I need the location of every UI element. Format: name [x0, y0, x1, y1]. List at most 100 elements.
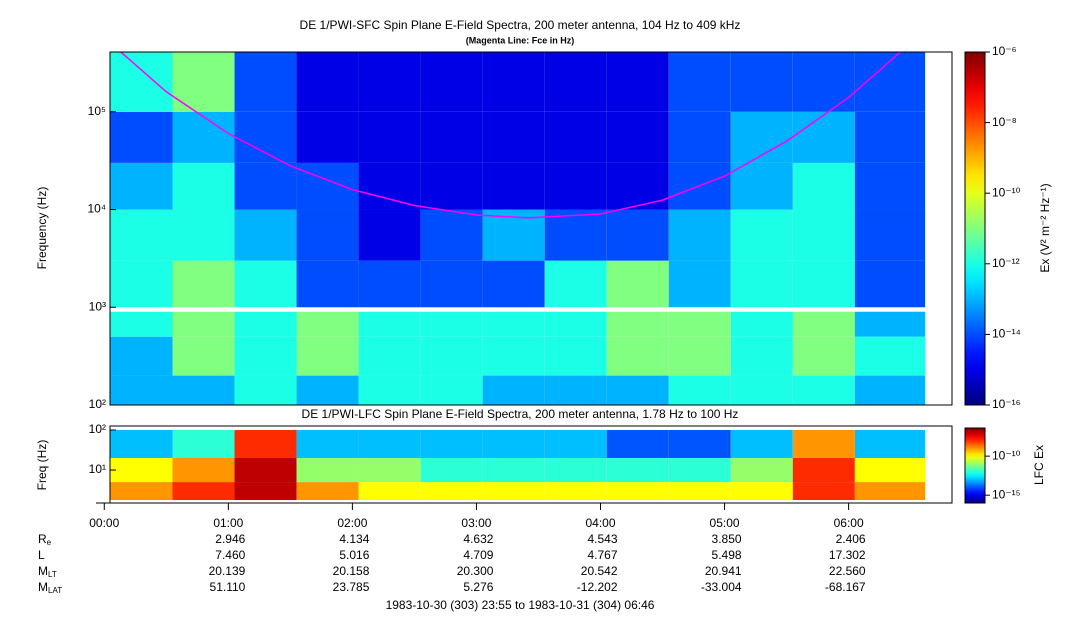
heatmap-cell [668, 209, 731, 261]
heatmap-cell [854, 457, 926, 483]
heatmap-cell [358, 375, 421, 405]
heatmap-cell [482, 111, 545, 163]
row-label: M [38, 564, 48, 578]
heatmap-cell [544, 111, 607, 163]
heatmap-cell [606, 311, 669, 337]
heatmap-cell [482, 162, 545, 210]
colorbar-tick-label: 10⁻⁸ [992, 115, 1017, 129]
heatmap-cell [482, 311, 545, 337]
heatmap-cell [606, 430, 669, 458]
heatmap-cell [792, 311, 855, 337]
heatmap-cell [358, 52, 421, 112]
ephemeris-value: 5.276 [463, 580, 493, 594]
heatmap-cell [420, 336, 483, 376]
heatmap-cell [544, 311, 607, 337]
heatmap-cell [172, 375, 235, 405]
ephemeris-value: 17.302 [829, 548, 866, 562]
ephemeris-value: 51.110 [210, 580, 246, 594]
ephemeris-label: L [38, 548, 45, 562]
heatmap-cell [668, 52, 731, 112]
y-tick-label: 10² [89, 422, 106, 436]
heatmap-cell [420, 162, 483, 210]
y-tick-label: 10² [89, 397, 106, 411]
heatmap-cell [234, 482, 297, 501]
y-tick-label: 10⁵ [88, 104, 106, 118]
heatmap-cell [172, 209, 235, 261]
ephemeris-value: 2.406 [836, 532, 866, 546]
heatmap-cell [730, 52, 793, 112]
ephemeris-value: 4.709 [463, 548, 493, 562]
y-axis-label: Frequency (Hz) [35, 187, 49, 270]
heatmap-cell [606, 260, 669, 308]
heatmap-cell [234, 209, 297, 261]
heatmap-cell [730, 209, 793, 261]
heatmap-cell [854, 482, 926, 501]
y-tick-label: 10³ [89, 299, 106, 313]
y-axis-label: Freq (Hz) [35, 440, 49, 491]
ephemeris-value: 4.632 [463, 532, 493, 546]
heatmap-cell [668, 336, 731, 376]
heatmap-cell [358, 482, 421, 501]
heatmap-cell [420, 260, 483, 308]
heatmap-cell [234, 375, 297, 405]
heatmap-cell [420, 482, 483, 501]
heatmap-cell [420, 111, 483, 163]
heatmap-cell [792, 430, 855, 458]
heatmap-cell [358, 111, 421, 163]
heatmap-cell [358, 260, 421, 308]
x-tick-label: 04:00 [585, 516, 615, 530]
heatmap-cell [234, 260, 297, 308]
heatmap-cell [544, 457, 607, 483]
heatmap-cell [606, 52, 669, 112]
heatmap-cell [296, 162, 359, 210]
heatmap-cell [110, 336, 173, 376]
heatmap-cell [606, 336, 669, 376]
heatmap-cell [172, 311, 235, 337]
heatmap-cell [296, 482, 359, 501]
heatmap-cell [358, 336, 421, 376]
heatmap-cell [668, 375, 731, 405]
heatmap-cell [730, 336, 793, 376]
ephemeris-value: -68.167 [825, 580, 866, 594]
heatmap-cell [730, 311, 793, 337]
heatmap-cell [482, 52, 545, 112]
heatmap-cell [792, 336, 855, 376]
row-label: M [38, 580, 48, 594]
colorbar-tick-label: 10⁻¹⁴ [992, 327, 1021, 341]
heatmap-cell [110, 52, 173, 112]
colorbar-tick-label: 10⁻⁶ [992, 44, 1017, 58]
heatmap-cell [296, 430, 359, 458]
y-tick-label: 10¹ [89, 462, 106, 476]
ephemeris-value: 20.139 [209, 564, 246, 578]
heatmap-cell [420, 209, 483, 261]
heatmap-cell [358, 311, 421, 337]
heatmap-cell [358, 457, 421, 483]
heatmap-cell [296, 457, 359, 483]
x-tick-label: 03:00 [461, 516, 491, 530]
plot-frame [109, 51, 953, 406]
ephemeris-label: MLAT [38, 580, 62, 595]
heatmap-cell [482, 375, 545, 405]
heatmap-cell [110, 162, 173, 210]
heatmap-cell [730, 162, 793, 210]
heatmap-cell [854, 162, 926, 210]
heatmap-cell [792, 260, 855, 308]
heatmap-cell [854, 430, 926, 458]
heatmap-cell [110, 430, 173, 458]
time-range: 1983-10-30 (303) 23:55 to 1983-10-31 (30… [386, 598, 655, 612]
heatmap-cell [668, 482, 731, 501]
ephemeris-value: -12.202 [577, 580, 618, 594]
ephemeris-value: 22.560 [829, 564, 866, 578]
heatmap-cell [792, 162, 855, 210]
heatmap-cell [296, 336, 359, 376]
heatmap-cell [296, 311, 359, 337]
heatmap-cell [172, 111, 235, 163]
ephemeris-value: 4.767 [587, 548, 617, 562]
heatmap-cell [792, 209, 855, 261]
heatmap-cell [482, 260, 545, 308]
heatmap-cell [234, 430, 297, 458]
ephemeris-value: 4.134 [339, 532, 369, 546]
y-tick-label: 10⁴ [87, 202, 106, 216]
heatmap-cell [234, 162, 297, 210]
